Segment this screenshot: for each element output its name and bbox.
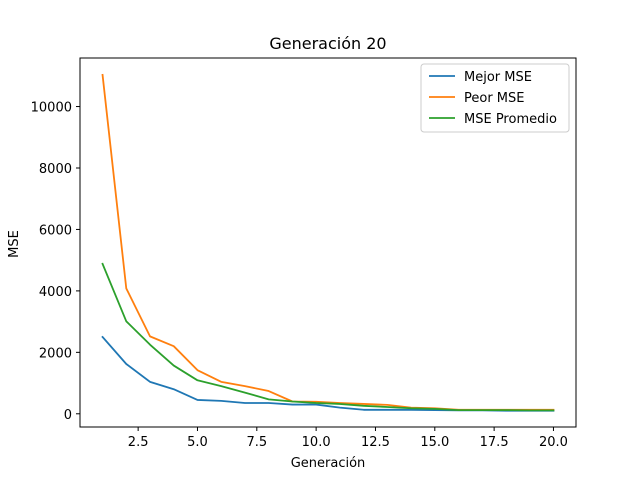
x-tick-label: 12.5 xyxy=(361,435,390,450)
legend: Mejor MSE Peor MSE MSE Promedio xyxy=(420,63,570,133)
plot-area: 2.5 5.0 7.5 10.0 12.5 15.0 17.5 20.0 0 2000 4000 60… xyxy=(31,57,577,450)
y-tick-label: 2000 xyxy=(39,346,72,361)
legend-box xyxy=(420,63,570,133)
x-tick-label: 15.0 xyxy=(420,435,449,450)
y-tick-label: 0 xyxy=(64,408,72,423)
x-axis-label: Generación xyxy=(291,456,366,471)
legend-label: MSE Promedio xyxy=(464,112,557,127)
chart-title: Generación 20 xyxy=(269,34,386,53)
x-tick-label: 20.0 xyxy=(539,435,568,450)
legend-label: Peor MSE xyxy=(464,91,525,106)
x-tick-label: 7.5 xyxy=(246,435,267,450)
y-axis-label: MSE xyxy=(7,230,22,258)
axes-frame xyxy=(79,57,577,428)
y-tick-label: 6000 xyxy=(39,223,72,238)
x-tick-label: 17.5 xyxy=(480,435,509,450)
series-line-2 xyxy=(101,262,555,412)
y-tick-label: 8000 xyxy=(39,162,72,177)
y-tick-label: 4000 xyxy=(39,285,72,300)
x-tick-label: 10.0 xyxy=(302,435,331,450)
x-tick-label: 2.5 xyxy=(128,435,149,450)
x-tick-label: 5.0 xyxy=(187,435,208,450)
y-tick-label: 10000 xyxy=(31,101,72,116)
legend-label: Mejor MSE xyxy=(464,70,532,85)
